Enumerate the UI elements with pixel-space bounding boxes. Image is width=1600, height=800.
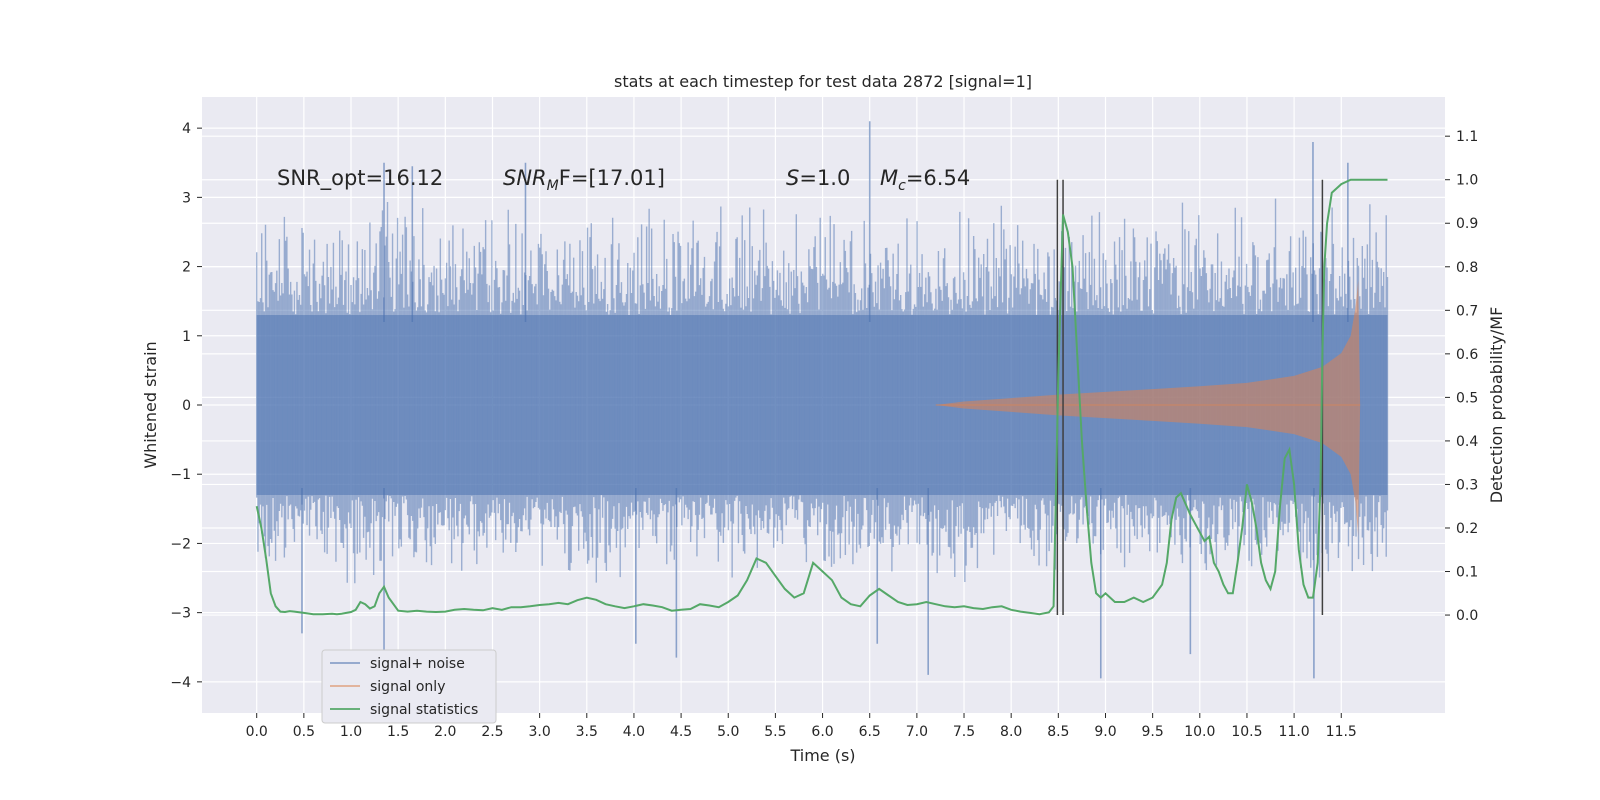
- annotation-snr-mf-subscript: M: [547, 178, 559, 194]
- y-right-tick-label: 0.2: [1456, 521, 1478, 537]
- y-tick-label: −1: [170, 467, 191, 483]
- y-right-tick-label: 0.5: [1456, 390, 1478, 406]
- y-tick-label: 2: [182, 260, 191, 276]
- y-right-tick-label: 0.1: [1456, 565, 1478, 581]
- x-tick-label: 0.0: [246, 724, 268, 740]
- x-tick-label: 1.5: [387, 724, 409, 740]
- legend-box: [321, 649, 497, 724]
- x-tick-label: 9.0: [1094, 724, 1116, 740]
- y-right-tick-label: 1.0: [1456, 173, 1478, 189]
- y-right-tick-label: 0.7: [1456, 303, 1478, 319]
- x-axis-label: Time (s): [789, 746, 855, 765]
- legend: signal+ noise signal only signal statist…: [321, 649, 497, 724]
- y-tick-label: −4: [170, 675, 191, 691]
- y-right-tick-label: 0.6: [1456, 347, 1478, 363]
- x-tick-label: 3.5: [576, 724, 598, 740]
- x-tick-label: 6.5: [859, 724, 881, 740]
- x-tick-label: 5.0: [717, 724, 739, 740]
- signal-envelope: [935, 280, 1361, 537]
- y-right-tick-label: 0.9: [1456, 216, 1478, 232]
- annotation-mc: Mc=6.54: [880, 166, 970, 194]
- y-axis-label-left: Whitened strain: [141, 341, 160, 468]
- x-tick-label: 8.5: [1047, 724, 1069, 740]
- x-tick-label: 3.0: [528, 724, 550, 740]
- x-tick-label: 10.5: [1231, 724, 1262, 740]
- annotation-mc-symbol: M: [880, 166, 898, 190]
- signal-statistics-series: [255, 178, 1388, 616]
- y-right-tick-label: 1.1: [1456, 129, 1478, 145]
- x-axis-ticks: 0.0 0.5 1.0 1.5 2.0 2.5 3.0 3.5 4.0 4.5 5.0 5.5 6.0 6…: [246, 713, 1357, 740]
- chart-title: stats at each timestep for test data 287…: [614, 72, 1032, 91]
- annotation-mc-subscript: c: [898, 178, 906, 194]
- x-tick-label: 1.0: [340, 724, 362, 740]
- signal-only-series: [935, 280, 1361, 537]
- y-tick-label: −3: [170, 606, 191, 622]
- y-tick-label: 0: [182, 398, 191, 414]
- x-tick-label: 2.5: [481, 724, 503, 740]
- x-tick-label: 4.5: [670, 724, 692, 740]
- x-tick-label: 2.0: [434, 724, 456, 740]
- x-tick-label: 4.0: [623, 724, 645, 740]
- x-tick-label: 11.5: [1326, 724, 1357, 740]
- signal-noise-series: [255, 121, 1389, 679]
- annotation-s: S=1.0: [786, 166, 850, 190]
- y-tick-label: 3: [182, 190, 191, 206]
- x-tick-label: 8.0: [1000, 724, 1022, 740]
- y-right-tick-label: 0.3: [1456, 477, 1478, 493]
- x-tick-label: 6.0: [811, 724, 833, 740]
- annotation-s-value: =1.0: [799, 166, 850, 190]
- legend-label-signal-only: signal only: [370, 679, 445, 695]
- x-tick-label: 11.0: [1279, 724, 1310, 740]
- x-tick-label: 9.5: [1142, 724, 1164, 740]
- annotation-snr-mf: SNRMF=[17.01]: [503, 166, 665, 194]
- y-axis-label-right: Detection probability/MF: [1487, 307, 1506, 504]
- x-tick-label: 7.0: [906, 724, 928, 740]
- annotation-mc-value: =6.54: [906, 166, 970, 190]
- y-right-tick-label: 0.8: [1456, 260, 1478, 276]
- statistics-line: [255, 178, 1388, 616]
- annotation-snr-mf-value: F=[17.01]: [559, 166, 665, 190]
- annotation-s-symbol: S: [786, 166, 799, 190]
- legend-label-signal-statistics: signal statistics: [370, 702, 478, 718]
- x-tick-label: 5.5: [764, 724, 786, 740]
- annotation-snr-mf-symbol: SNR: [503, 166, 547, 190]
- y-right-tick-label: 0.0: [1456, 608, 1478, 624]
- y-tick-label: −2: [170, 536, 191, 552]
- y-axis-right-ticks: 1.1 1.0 0.9 0.8 0.7 0.6 0.5 0.4 0.3 0.2 0.1 0.0: [1445, 129, 1478, 624]
- x-tick-label: 0.5: [293, 724, 315, 740]
- x-tick-label: 7.5: [953, 724, 975, 740]
- legend-label-signal-noise: signal+ noise: [370, 656, 465, 672]
- y-tick-label: 1: [182, 329, 191, 345]
- y-right-tick-label: 0.4: [1456, 434, 1478, 450]
- annotation-snr-opt: SNR_opt=16.12: [277, 166, 443, 191]
- y-tick-label: 4: [182, 121, 191, 137]
- y-axis-left-ticks: 4 3 2 1 0 −1 −2 −3 −4: [170, 121, 202, 691]
- x-tick-label: 10.0: [1184, 724, 1215, 740]
